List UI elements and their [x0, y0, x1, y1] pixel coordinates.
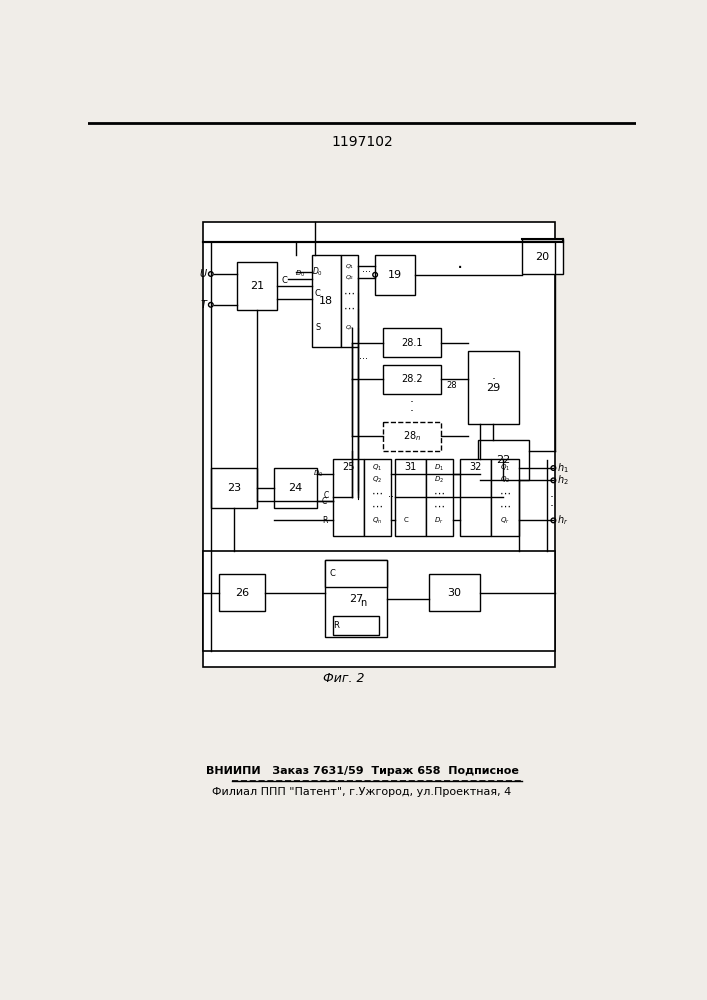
- Text: C: C: [322, 497, 327, 506]
- Bar: [383, 422, 441, 451]
- Text: ·: ·: [550, 491, 554, 504]
- Text: C: C: [404, 517, 409, 523]
- Text: 26: 26: [235, 588, 249, 598]
- Text: 18: 18: [320, 296, 334, 306]
- Text: $Q_2$: $Q_2$: [500, 475, 510, 485]
- Text: ·: ·: [457, 259, 464, 278]
- Bar: [491, 459, 518, 536]
- Bar: [460, 459, 491, 536]
- Text: 20: 20: [535, 252, 549, 262]
- Text: $Q_r$: $Q_r$: [500, 515, 510, 526]
- Text: ·: ·: [409, 396, 414, 409]
- Text: 23: 23: [227, 483, 241, 493]
- Text: $Q_n$: $Q_n$: [372, 515, 382, 526]
- Bar: [341, 255, 358, 347]
- Bar: [375, 255, 416, 295]
- Text: $h_1$: $h_1$: [557, 461, 569, 475]
- Text: 30: 30: [448, 588, 462, 598]
- Text: $D_0$: $D_0$: [312, 265, 323, 278]
- Text: $Q_1$: $Q_1$: [372, 463, 382, 473]
- Text: $Q_1$: $Q_1$: [345, 262, 354, 271]
- Text: 31: 31: [404, 462, 416, 472]
- Text: ⋯: ⋯: [371, 502, 382, 512]
- Text: ⋯: ⋯: [433, 502, 445, 512]
- Text: $D_1$: $D_1$: [434, 463, 444, 473]
- Text: ⋯: ⋯: [344, 288, 355, 298]
- Bar: [522, 239, 563, 274]
- Text: C: C: [329, 569, 335, 578]
- Text: ВНИИПИ   Заказ 7631/59  Тираж 658  Подписное: ВНИИПИ Заказ 7631/59 Тираж 658 Подписное: [206, 766, 518, 776]
- Text: 29: 29: [486, 383, 501, 393]
- Text: ···: ···: [388, 492, 397, 502]
- Text: ⋯: ⋯: [433, 489, 445, 499]
- Text: U: U: [199, 269, 206, 279]
- Text: ⋯: ⋯: [499, 489, 510, 499]
- Text: $Q_n$: $Q_n$: [345, 324, 354, 332]
- Text: $h_r$: $h_r$: [557, 514, 568, 527]
- Text: ⋯: ⋯: [499, 502, 510, 512]
- Bar: [363, 459, 391, 536]
- Text: ·: ·: [409, 405, 414, 418]
- Text: 28.1: 28.1: [401, 338, 423, 348]
- Text: $28_n$: $28_n$: [403, 430, 421, 443]
- Bar: [332, 459, 363, 536]
- Text: 27: 27: [349, 594, 363, 604]
- Text: 22: 22: [496, 455, 510, 465]
- Bar: [325, 560, 387, 587]
- Bar: [274, 468, 317, 508]
- Text: C: C: [315, 289, 321, 298]
- Text: ·: ·: [550, 500, 554, 513]
- Text: $D_0$: $D_0$: [313, 469, 324, 479]
- Text: Филиал ППП "Патент", г.Ужгород, ул.Проектная, 4: Филиал ППП "Патент", г.Ужгород, ул.Проек…: [212, 787, 512, 797]
- Bar: [312, 255, 341, 347]
- Bar: [325, 560, 387, 637]
- Text: C: C: [281, 276, 287, 285]
- Text: T: T: [200, 300, 206, 310]
- Bar: [395, 459, 426, 536]
- Bar: [468, 351, 518, 424]
- Text: ···: ···: [359, 354, 368, 364]
- Text: ·: ·: [491, 373, 496, 386]
- Text: C: C: [323, 491, 329, 500]
- Text: $D_0$: $D_0$: [295, 269, 305, 279]
- Text: S: S: [315, 323, 320, 332]
- Text: ⋯: ⋯: [371, 489, 382, 499]
- Bar: [426, 459, 452, 536]
- Text: Фиг. 2: Фиг. 2: [323, 672, 365, 685]
- Bar: [237, 262, 277, 310]
- Text: 21: 21: [250, 281, 264, 291]
- Text: $h_2$: $h_2$: [557, 473, 569, 487]
- Bar: [218, 574, 265, 611]
- Text: 28: 28: [446, 381, 457, 390]
- Text: ·: ·: [491, 385, 496, 398]
- Bar: [429, 574, 480, 611]
- Text: ···: ···: [362, 267, 371, 277]
- Bar: [332, 616, 379, 635]
- Text: 25: 25: [341, 462, 354, 472]
- Text: R: R: [322, 516, 327, 525]
- Text: $Q_1$: $Q_1$: [500, 463, 510, 473]
- Text: 28.2: 28.2: [401, 374, 423, 384]
- Bar: [383, 365, 441, 394]
- Text: R: R: [334, 621, 339, 630]
- Text: $Q_2$: $Q_2$: [372, 475, 382, 485]
- Bar: [203, 551, 555, 651]
- Bar: [383, 328, 441, 357]
- Text: $D_r$: $D_r$: [434, 515, 444, 526]
- Bar: [478, 440, 529, 480]
- Text: 32: 32: [469, 462, 482, 472]
- Text: n: n: [361, 598, 367, 608]
- Text: $Q_2$: $Q_2$: [345, 273, 354, 282]
- Bar: [203, 222, 555, 667]
- Text: $D_2$: $D_2$: [434, 475, 444, 485]
- Text: 1197102: 1197102: [331, 135, 393, 149]
- Bar: [211, 468, 257, 508]
- Text: ⋯: ⋯: [344, 304, 355, 314]
- Text: 24: 24: [288, 483, 303, 493]
- Text: 19: 19: [388, 270, 402, 280]
